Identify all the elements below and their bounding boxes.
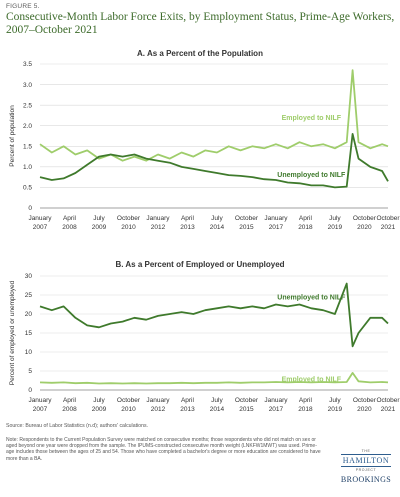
x-tick-year: 2013 — [180, 406, 195, 413]
x-tick-year: 2007 — [33, 406, 48, 413]
logo-rule-bottom — [341, 466, 391, 467]
x-tick-year: 2021 — [381, 224, 396, 231]
x-tick-year: 2012 — [151, 406, 166, 413]
chart-a: 0 0.5 1.0 1.5 2.0 2.5 3.0 3.5 Percent of populat… — [9, 61, 400, 231]
hamilton-logo-the: THE — [361, 449, 371, 453]
y-tick-label: 25 — [25, 292, 33, 299]
x-tick-year: 2017 — [269, 224, 284, 231]
x-tick-year: 2019 — [328, 224, 343, 231]
x-tick-year: 2008 — [62, 406, 77, 413]
x-tick-year: 2020 — [357, 406, 372, 413]
x-tick-label: July — [211, 215, 223, 222]
x-tick-label: October — [353, 397, 377, 404]
x-tick-label: April — [299, 397, 313, 404]
x-tick-year: 2014 — [210, 406, 225, 413]
x-tick-year: 2008 — [62, 224, 77, 231]
x-tick-label: October — [235, 397, 259, 404]
y-tick-label: 0 — [28, 205, 32, 212]
x-tick-label: October — [117, 397, 141, 404]
y-axis-label: Percent of population — [9, 105, 16, 167]
x-tick-label: October — [353, 215, 377, 222]
x-tick-label: January — [264, 215, 288, 222]
series-label: Employed to NILF — [282, 376, 342, 383]
series-line-unemployed-to-nilf — [39, 133, 389, 189]
y-tick-label: 1.5 — [23, 143, 32, 150]
series-label: Unemployed to NILF — [277, 294, 346, 301]
y-tick-label: 3.5 — [23, 61, 32, 68]
x-tick-label: October — [235, 215, 259, 222]
x-tick-year: 2010 — [121, 224, 136, 231]
x-tick-year: 2015 — [239, 406, 254, 413]
y-tick-label: 3.0 — [23, 82, 32, 89]
logo-block: THE HAMILTON PROJECT BROOKINGS — [335, 449, 397, 484]
x-tick-year: 2007 — [33, 224, 48, 231]
x-tick-label: April — [63, 215, 77, 222]
panel-a-title: A. As a Percent of the Population — [137, 49, 263, 58]
x-tick-label: January — [146, 215, 170, 222]
hamilton-logo-project: PROJECT — [355, 468, 377, 472]
x-tick-label: April — [181, 215, 195, 222]
x-tick-label: April — [181, 397, 195, 404]
y-tick-label: 15 — [25, 330, 33, 337]
x-tick-label: July — [93, 215, 105, 222]
y-tick-label: 30 — [25, 273, 33, 280]
x-tick-label: January — [146, 397, 170, 404]
x-tick-year: 2013 — [180, 224, 195, 231]
x-tick-label: April — [299, 215, 313, 222]
x-tick-label: January — [264, 397, 288, 404]
x-tick-label: July — [329, 397, 341, 404]
x-tick-year: 2015 — [239, 224, 254, 231]
x-tick-year: 2012 — [151, 224, 166, 231]
x-tick-year: 2018 — [298, 224, 313, 231]
x-tick-year: 2017 — [269, 406, 284, 413]
source-note: Source: Bureau of Labor Statistics (n.d)… — [6, 423, 148, 429]
series-label: Employed to NILF — [282, 115, 342, 122]
series-line-employed-to-nilf — [39, 372, 389, 385]
x-tick-year: 2014 — [210, 224, 225, 231]
y-axis-label: Percent of employed or unemployed — [9, 280, 16, 385]
x-tick-label: July — [211, 397, 223, 404]
x-tick-year: 2019 — [328, 406, 343, 413]
x-tick-year: 2010 — [121, 406, 136, 413]
x-tick-label: January — [28, 215, 52, 222]
x-tick-year: 2020 — [357, 224, 372, 231]
y-tick-label: 1.0 — [23, 164, 32, 171]
methodology-note: Note: Respondents to the Current Populat… — [6, 437, 321, 462]
figure-title: Consecutive-Month Labor Force Exits, by … — [6, 11, 395, 36]
series-line-employed-to-nilf — [39, 69, 389, 162]
y-tick-label: 5 — [28, 368, 32, 375]
y-tick-label: 0.5 — [23, 185, 32, 192]
panel-b-title: B. As a Percent of Employed or Unemploye… — [115, 260, 285, 269]
x-tick-year: 2021 — [381, 406, 396, 413]
y-tick-label: 20 — [25, 311, 33, 318]
figure-label: FIGURE 5. — [6, 3, 40, 10]
brookings-logo: BROOKINGS — [340, 475, 392, 484]
y-tick-label: 0 — [28, 387, 32, 394]
x-tick-label: October — [376, 397, 400, 404]
x-tick-year: 2009 — [92, 224, 107, 231]
x-tick-label: October — [117, 215, 141, 222]
x-tick-year: 2009 — [92, 406, 107, 413]
x-tick-label: January — [28, 397, 52, 404]
x-tick-label: April — [63, 397, 77, 404]
logo-rule-top — [341, 454, 391, 455]
y-tick-label: 2.0 — [23, 123, 32, 130]
x-tick-label: October — [376, 215, 400, 222]
x-tick-label: July — [329, 215, 341, 222]
chart-b: 0 5 10 15 20 25 30 Percent of employed or unemp… — [9, 273, 400, 413]
hamilton-logo: HAMILTON — [342, 456, 390, 465]
series-line-unemployed-to-nilf — [39, 282, 389, 348]
y-tick-label: 2.5 — [23, 102, 32, 109]
x-tick-label: July — [93, 397, 105, 404]
x-tick-year: 2018 — [298, 406, 313, 413]
series-label: Unemployed to NILF — [277, 172, 346, 179]
y-tick-label: 10 — [25, 349, 33, 356]
